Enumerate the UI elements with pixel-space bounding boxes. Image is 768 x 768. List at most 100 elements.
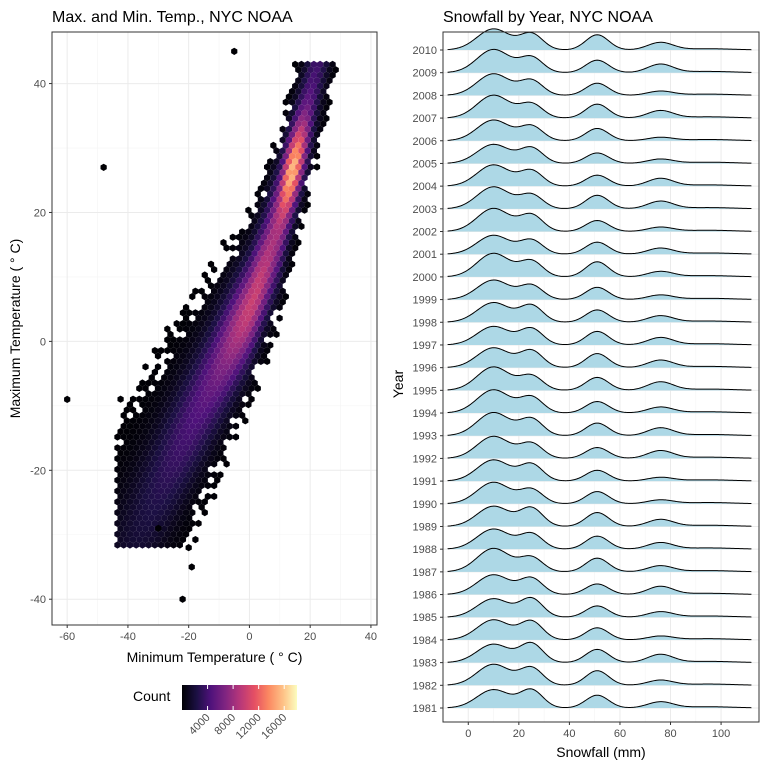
hexbin-cell <box>123 492 130 500</box>
hexbin-cell <box>251 357 258 365</box>
hexbin-cell <box>207 260 215 268</box>
hexbin-cell <box>239 390 246 398</box>
hexbin-cell <box>270 260 277 268</box>
hexbin-cell <box>126 509 134 517</box>
hexbin-cell <box>248 374 255 382</box>
hexbin-cell <box>223 244 230 252</box>
hexbin-cell <box>129 417 137 425</box>
hexbin-cell <box>176 519 183 527</box>
hexbin-cell <box>273 255 280 263</box>
hexbin-chart: Max. and Min. Temp., NYC NOAA -60 -40 -20 0… <box>7 9 378 742</box>
hexbin-cell <box>239 336 246 344</box>
hexbin-cell <box>245 249 252 257</box>
hexbin-cell <box>254 309 261 317</box>
hexbin-cell <box>179 503 187 511</box>
hexbin-cell <box>242 352 249 360</box>
hexbin-cell <box>257 325 264 333</box>
hexbin-cell <box>254 330 261 338</box>
hexbin-cell <box>189 390 196 398</box>
hexbin-cell <box>232 368 240 376</box>
hexbin-cell <box>211 449 218 457</box>
hexbin-cell <box>226 293 233 301</box>
ridge-fill <box>448 302 752 323</box>
ridge-fill <box>448 326 752 345</box>
hexbin-cell <box>223 395 230 403</box>
hexbin-cell <box>136 482 143 490</box>
hexbin-cell <box>173 503 180 511</box>
hexbin-cell <box>139 519 146 527</box>
hexbin-cell <box>248 222 255 230</box>
ridge-outline <box>447 688 752 709</box>
hexbin-cell <box>182 530 190 538</box>
hexbin-cell <box>182 347 190 355</box>
hexbin-cell <box>239 314 246 322</box>
hexbin-cell <box>211 482 218 490</box>
hexbin-cell <box>195 498 202 506</box>
hexbin-cell <box>170 519 177 527</box>
hexbin-cell <box>292 125 299 133</box>
hexbin-cell <box>254 255 261 263</box>
ridge-outline <box>447 366 752 391</box>
hexbin-cell <box>126 498 134 506</box>
hexbin-cell <box>179 309 187 317</box>
hexbin-cell <box>239 239 246 247</box>
hexbin-cell <box>148 536 155 544</box>
hexbin-cell <box>298 125 305 133</box>
hexbin-cell <box>211 384 218 392</box>
hexbin-cell <box>133 487 140 495</box>
hexbin-cell <box>201 433 208 441</box>
ridge-outline <box>447 164 752 187</box>
ridge-fill <box>448 347 752 368</box>
hexbin-cell <box>214 422 221 430</box>
ridge-2007 <box>447 94 752 119</box>
hexbin-cell <box>186 503 193 511</box>
hexbin-cell <box>129 482 137 490</box>
hexbin-cell <box>192 438 199 446</box>
hexbin-cell <box>173 417 180 425</box>
hexbin-cell <box>320 66 327 74</box>
hexbin-cell <box>232 336 240 344</box>
hexbin-cell <box>173 482 180 490</box>
hexbin-cell <box>292 104 299 112</box>
hexbin-cell <box>288 163 296 171</box>
hexbin-cell <box>285 222 293 230</box>
hexbin-cell <box>139 411 146 419</box>
hexbin-cell <box>282 217 289 225</box>
hexbin-cells <box>64 47 339 603</box>
hexbin-cell <box>170 487 177 495</box>
hexbin-cell <box>276 293 283 301</box>
hexbin-cell <box>114 476 121 484</box>
ridgeline-panel-border <box>442 31 760 723</box>
hexbin-cell <box>288 152 296 160</box>
hexbin-cell <box>161 417 168 425</box>
hexbin-cell <box>145 401 152 409</box>
ridge-1986 <box>447 574 752 595</box>
hexbin-outlier-cell <box>231 47 238 55</box>
hexbin-cell <box>186 320 193 328</box>
hexbin-cell <box>295 77 302 85</box>
hexbin-cell <box>292 190 299 198</box>
hexbin-cell <box>126 401 134 409</box>
hexbin-cell <box>123 503 130 511</box>
hexbin-cell <box>182 476 190 484</box>
ridge-1983 <box>447 641 752 663</box>
hexbin-cell <box>195 465 202 473</box>
hexbin-cell <box>304 136 311 144</box>
hexbin-cell <box>142 438 149 446</box>
hexbin-cell <box>120 509 127 517</box>
hexbin-cell <box>179 428 187 436</box>
hexbin-cell <box>270 185 277 193</box>
hexbin-cell <box>189 411 196 419</box>
ridge-outline <box>447 28 752 51</box>
ridge-fill <box>448 506 752 527</box>
hexbin-cell <box>295 239 302 247</box>
hexbin-cell <box>154 460 162 468</box>
hexbin-cell <box>207 379 215 387</box>
hexbin-cell <box>239 249 246 257</box>
hexbin-cell <box>201 314 208 322</box>
hexbin-cell <box>192 395 199 403</box>
hexbin-cell <box>313 98 321 106</box>
hexbin-cell <box>217 406 224 414</box>
hexbin-outlier-cell <box>179 595 186 603</box>
hexbin-cell <box>304 201 311 209</box>
